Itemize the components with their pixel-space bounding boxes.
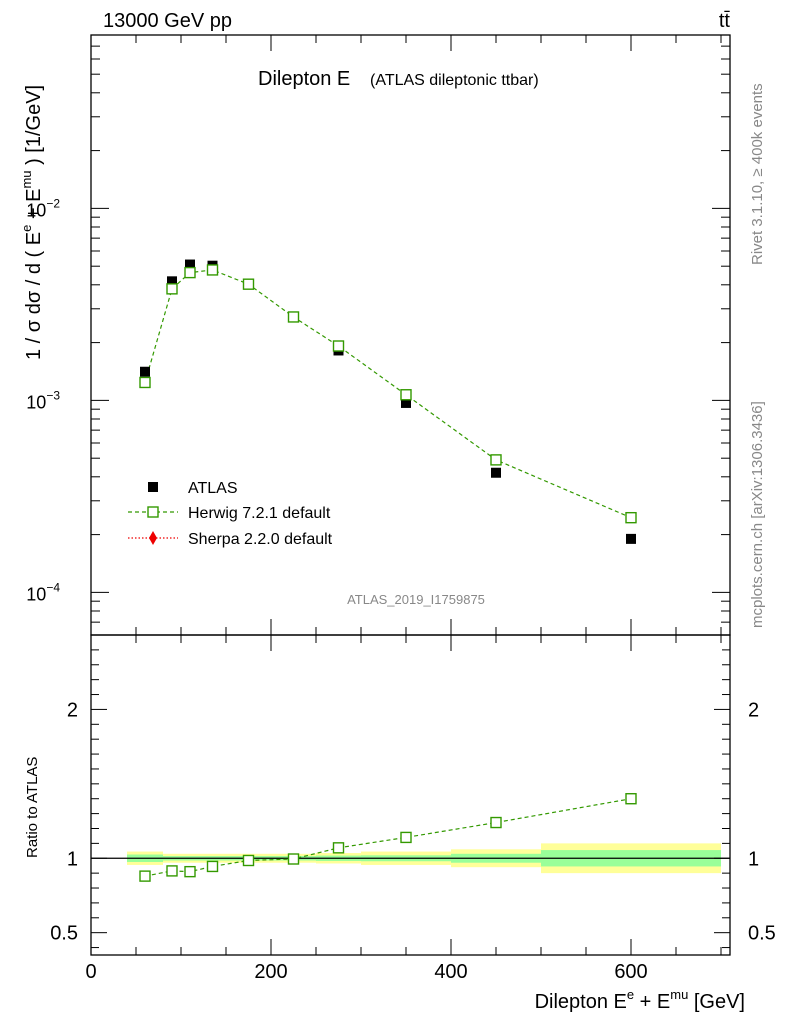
legend-herwig-label: Herwig 7.2.1 default bbox=[188, 505, 331, 522]
herwig-point bbox=[242, 278, 255, 290]
ratio-ytick-label-left: 2 bbox=[67, 699, 78, 721]
ratio-data-layer bbox=[139, 793, 637, 882]
main-ytick-label: 10−3 bbox=[26, 388, 60, 412]
herwig-ratio-line bbox=[144, 798, 632, 877]
ratio-y-axis-label: Ratio to ATLAS bbox=[24, 757, 41, 858]
ratio-ytick-label-left: 0.5 bbox=[50, 923, 78, 945]
x-axis-label: Dilepton Ee + Emu [GeV] bbox=[535, 987, 745, 1013]
atlas-point bbox=[140, 366, 150, 377]
main-panel: Dilepton E (ATLAS dileptonic ttbar) ATLA… bbox=[19, 34, 731, 636]
ratio-xtick-labels: 0 200 400 600 bbox=[85, 961, 647, 983]
main-axis-ticks bbox=[90, 34, 730, 636]
main-data-layer bbox=[139, 259, 637, 544]
atlas-point bbox=[167, 276, 177, 287]
main-subtitle: (ATLAS dileptonic ttbar) bbox=[370, 72, 539, 89]
herwig-point bbox=[184, 266, 196, 279]
ratio-frame bbox=[90, 634, 731, 956]
herwig-ratio-point bbox=[206, 860, 219, 873]
herwig-point bbox=[490, 454, 502, 466]
legend: ATLAS Herwig 7.2.1 default Sherpa 2.2.0 … bbox=[128, 480, 333, 548]
rivet-version-label: Rivet 3.1.10, ≥ 400k events bbox=[749, 83, 766, 265]
ratio-ytick-label-left: 1 bbox=[67, 848, 78, 870]
legend-sherpa-marker bbox=[149, 531, 157, 545]
legend-entry-atlas: ATLAS bbox=[148, 480, 238, 497]
main-frame bbox=[90, 34, 731, 636]
herwig-ratio-point bbox=[166, 865, 178, 877]
legend-atlas-marker bbox=[148, 482, 158, 492]
ratio-axis-ticks bbox=[90, 635, 730, 955]
herwig-ratio-point bbox=[139, 870, 151, 882]
herwig-ratio-point bbox=[287, 853, 300, 865]
legend-entry-herwig: Herwig 7.2.1 default bbox=[128, 505, 331, 522]
legend-herwig-marker bbox=[147, 506, 159, 518]
herwig-line bbox=[144, 269, 632, 519]
legend-entry-sherpa: Sherpa 2.2.0 default bbox=[128, 531, 333, 548]
herwig-ratio-point bbox=[400, 831, 412, 844]
herwig-point bbox=[332, 340, 345, 352]
main-title: Dilepton E bbox=[258, 68, 350, 90]
herwig-ratio-point bbox=[625, 793, 637, 805]
herwig-ratio-point bbox=[242, 854, 255, 867]
herwig-ratio-point bbox=[184, 865, 196, 878]
atlas-point bbox=[491, 467, 501, 478]
process-label: tt̄ bbox=[719, 10, 731, 32]
mcplots-label: mcplots.cern.ch [arXiv:1306.3436] bbox=[749, 401, 766, 628]
herwig-ratio-point bbox=[490, 816, 502, 829]
herwig-point bbox=[625, 511, 637, 524]
ratio-ytick-label-right: 0.5 bbox=[748, 923, 776, 945]
ratio-ytick-label-right: 2 bbox=[748, 699, 759, 721]
atlas-point bbox=[401, 397, 411, 408]
main-y-axis-label: 1 / σ dσ / d ( Ee + Emu ) [1/GeV] bbox=[19, 85, 45, 360]
ratio-panel: 0.5 0.5 1 1 2 2 0 200 400 600 Ratio to ATLAS Dil… bbox=[24, 634, 776, 1013]
legend-atlas-label: ATLAS bbox=[188, 480, 238, 497]
xtick-label: 0 bbox=[85, 961, 96, 983]
ratio-ytick-label-right: 1 bbox=[748, 848, 759, 870]
legend-sherpa-label: Sherpa 2.2.0 default bbox=[188, 531, 333, 548]
herwig-point bbox=[206, 264, 219, 276]
analysis-id-label: ATLAS_2019_I1759875 bbox=[347, 592, 485, 607]
herwig-ratio-point bbox=[332, 842, 345, 854]
main-ytick-labels: 10−4 10−3 10−2 bbox=[26, 196, 60, 604]
herwig-point bbox=[139, 376, 151, 389]
xtick-label: 400 bbox=[434, 961, 467, 983]
main-ytick-label: 10−4 bbox=[26, 580, 60, 604]
atlas-point bbox=[185, 259, 195, 270]
herwig-point bbox=[287, 311, 300, 323]
xtick-label: 600 bbox=[614, 961, 647, 983]
energy-label: 13000 GeV pp bbox=[103, 10, 232, 32]
herwig-point bbox=[400, 389, 412, 401]
main-ytick-label: 10−2 bbox=[26, 196, 60, 220]
atlas-point bbox=[626, 533, 636, 544]
herwig-point bbox=[166, 283, 178, 295]
xtick-label: 200 bbox=[254, 961, 287, 983]
ratio-ytick-labels: 0.5 0.5 1 1 2 2 bbox=[50, 699, 776, 944]
